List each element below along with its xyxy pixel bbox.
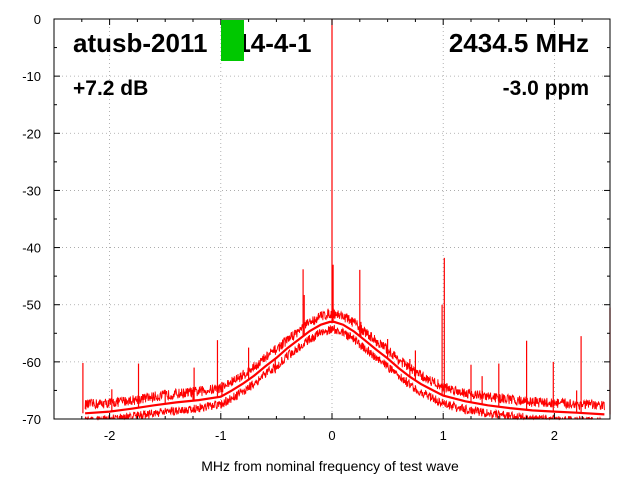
y-tick-label: -10	[22, 69, 41, 84]
y-tick-label: -50	[22, 298, 41, 313]
x-tick-label: 1	[440, 428, 447, 443]
spectrum-envelope	[85, 320, 605, 416]
redaction-marker	[221, 20, 244, 61]
device-label: atusb-2011 214-4-1	[73, 28, 311, 58]
y-tick-label: -60	[22, 355, 41, 370]
y-tick-label: -30	[22, 183, 41, 198]
x-tick-label: 2	[551, 428, 558, 443]
x-axis-title: MHz from nominal frequency of test wave	[201, 458, 459, 474]
frequency-label: 2434.5 MHz	[449, 28, 589, 58]
y-tick-label: -70	[22, 412, 41, 427]
spectrum-noise-upper	[84, 308, 605, 411]
axis-ticks: -2 -1 0 1 20-10-20-30-40-50-60-70	[22, 12, 611, 443]
y-tick-label: 0	[34, 12, 41, 27]
gain-label: +7.2 dB	[73, 77, 148, 100]
x-tick-label: -2	[104, 428, 116, 443]
y-tick-label: -20	[22, 126, 41, 141]
x-tick-label: -1	[215, 428, 227, 443]
x-tick-label: 0	[328, 428, 335, 443]
offset-label: -3.0 ppm	[503, 77, 589, 100]
y-tick-label: -40	[22, 241, 41, 256]
